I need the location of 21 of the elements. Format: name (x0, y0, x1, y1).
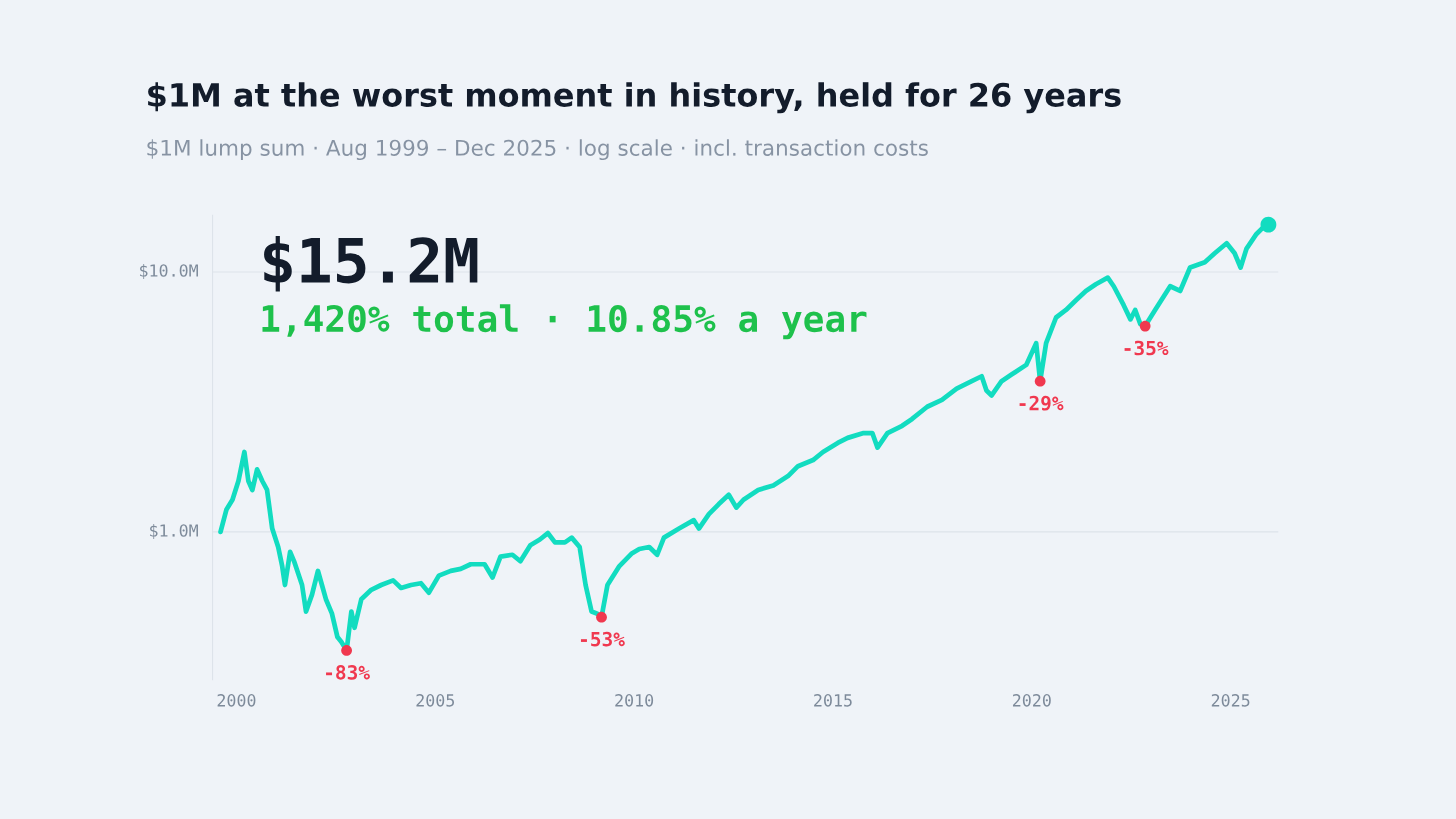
annotation: -53% (580, 631, 625, 647)
x-tick-label: 2020 (1012, 694, 1051, 707)
point (1260, 216, 1277, 233)
point (341, 645, 352, 656)
point (1034, 375, 1046, 387)
chart-title: $1M at the worst moment in history, held for 26 years (148, 82, 1121, 114)
y-tick-label: $10.0M (140, 263, 198, 280)
annotation: 1,420% total · 10.85% a year (262, 304, 867, 340)
annotation: -83% (326, 665, 370, 680)
point (1139, 320, 1151, 332)
chart-subtitle: $1M lump sum · Aug 1999 – Dec 2025 · log scale · incl. transaction costs (147, 139, 928, 161)
annotation: -29% (1019, 395, 1064, 411)
x-tick-label: 2025 (1211, 694, 1250, 707)
x-tick-label: 2015 (814, 694, 852, 707)
x-tick-label: 2005 (416, 694, 455, 707)
annotation: $15.2M (264, 236, 478, 292)
annotation: -35% (1124, 340, 1169, 356)
x-tick-label: 2010 (615, 694, 654, 707)
point (596, 611, 607, 623)
x-tick-label: 2000 (217, 694, 256, 707)
y-tick-label: $1.0M (150, 523, 198, 540)
